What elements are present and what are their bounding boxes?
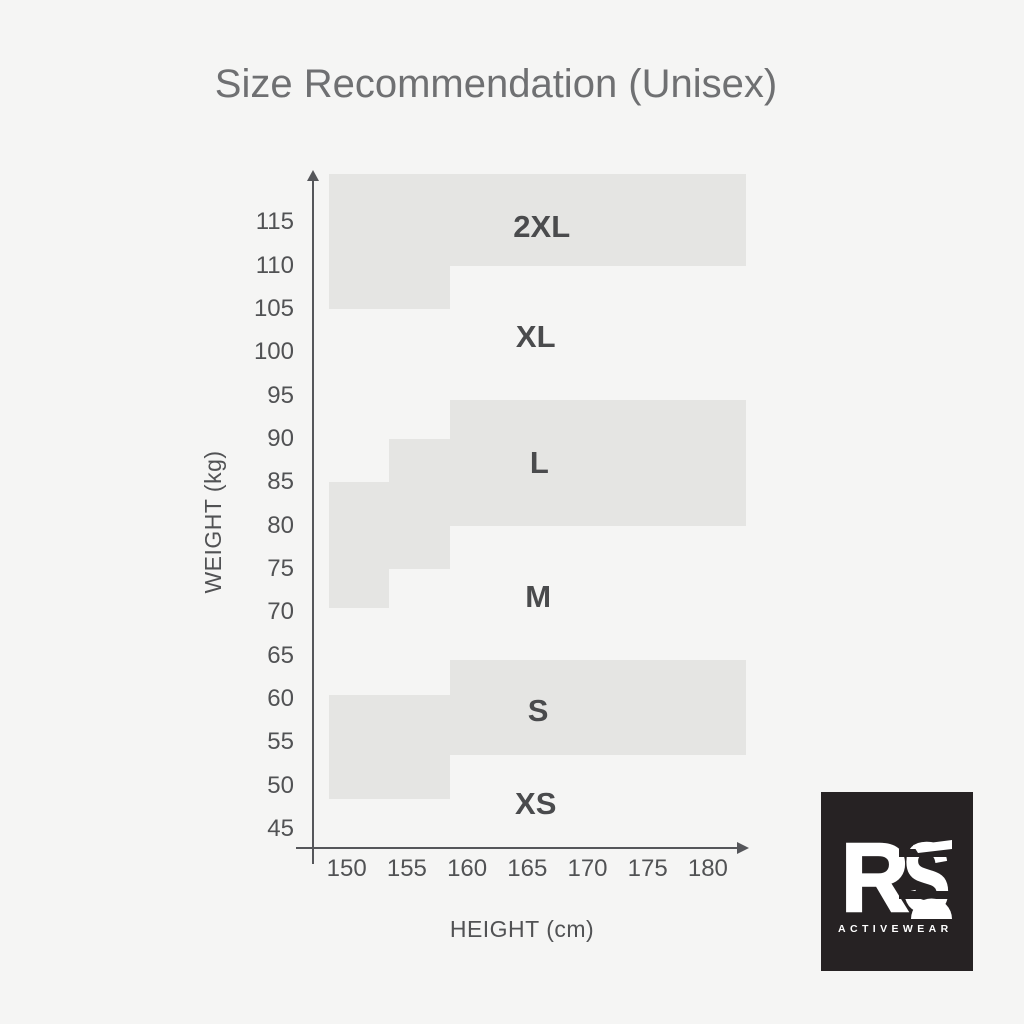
x-tick-label-180: 180 [687,855,728,882]
size-label-xs: XS [515,785,557,821]
y-tick-label-65: 65 [267,641,294,669]
size-region-segment-l-2 [388,439,451,569]
x-tick-label-150: 150 [326,855,367,882]
chart-title: Size Recommendation (Unisex) [214,62,778,106]
size-label-l: L [529,445,549,481]
y-tick-label-80: 80 [267,511,294,539]
x-axis-line [296,847,738,849]
y-tick-label-50: 50 [267,771,294,799]
size-region-segment-s-2 [450,659,747,756]
y-axis-line [312,180,314,864]
y-tick-label-60: 60 [267,684,294,712]
size-label-m: M [525,578,552,614]
brand-logo-mark: R S ACTIVEWEAR [838,822,973,935]
size-label-s: S [527,693,549,729]
y-tick-label-45: 45 [267,814,294,842]
size-region-segment-2xl-1 [328,173,451,310]
size-region-segment-l-1 [328,482,389,608]
logo-tagline: ACTIVEWEAR [838,923,953,935]
y-tick-label-55: 55 [267,728,294,756]
logo-s-bottom-gap [899,891,973,899]
y-tick-label-90: 90 [267,425,294,453]
size-region-segment-s-1 [328,694,451,799]
size-label-2xl: 2XL [513,208,571,244]
x-axis-arrow-icon [737,842,749,854]
logo-s-top-bar-icon [913,840,952,853]
size-region-segment-2xl-2 [450,173,747,266]
size-region-segment-l-3 [450,400,747,526]
x-axis-title: HEIGHT (cm) [449,916,595,942]
x-tick-label-160: 160 [447,855,488,882]
y-tick-label-95: 95 [267,381,294,409]
x-tick-label-175: 175 [627,855,668,882]
y-tick-label-85: 85 [267,468,294,496]
logo-letter-r: R [841,823,909,932]
x-tick-label-170: 170 [567,855,608,882]
size-label-xl: XL [515,318,556,354]
x-tick-label-165: 165 [507,855,548,882]
x-tick-label-155: 155 [386,855,427,882]
y-tick-label-105: 105 [253,295,294,323]
y-axis-arrow-icon [307,170,319,181]
logo-s-dome-icon [911,898,952,919]
y-tick-label-70: 70 [267,598,294,626]
y-tick-label-75: 75 [267,554,294,582]
y-tick-label-110: 110 [255,251,294,279]
y-tick-label-115: 115 [255,208,294,236]
y-tick-label-100: 100 [253,338,294,366]
logo-s-top-gap [899,849,973,857]
brand-logo: R S ACTIVEWEAR [821,792,973,971]
